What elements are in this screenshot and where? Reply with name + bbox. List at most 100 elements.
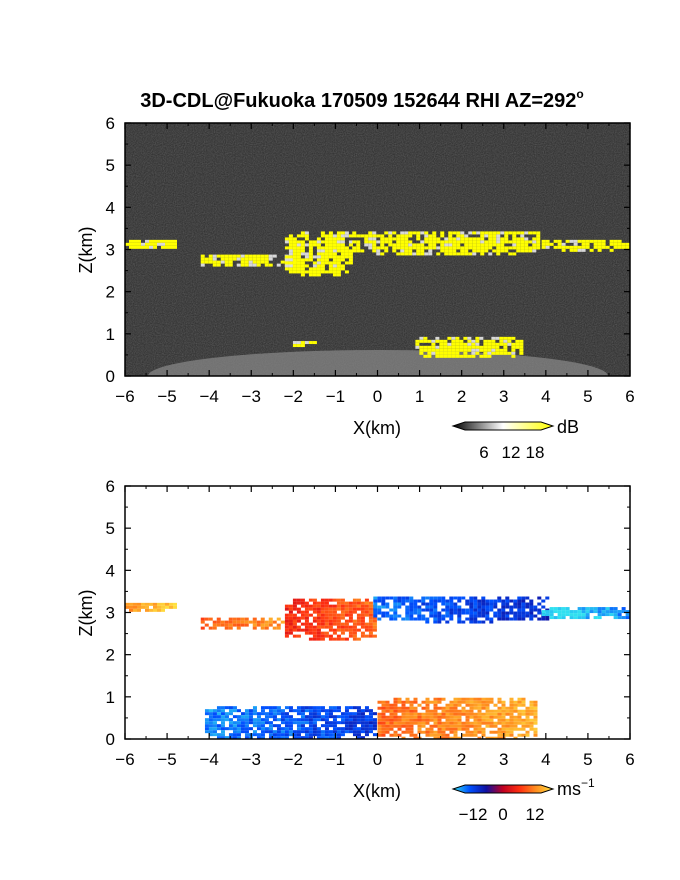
intensity-echo-cell bbox=[577, 245, 582, 249]
velocity-echo-cell bbox=[405, 727, 410, 731]
velocity-echo-cell bbox=[409, 602, 414, 606]
intensity-echo-cell bbox=[468, 231, 473, 235]
velocity-echo-cell bbox=[385, 700, 390, 704]
velocity-echo-cell bbox=[320, 730, 325, 734]
intensity-echo-cell bbox=[344, 255, 349, 259]
velocity-echo-cell bbox=[256, 733, 261, 737]
velocity-echo-cell bbox=[541, 617, 546, 621]
intensity-echo-cell bbox=[492, 243, 497, 247]
intensity-echo-cell bbox=[340, 249, 345, 253]
intensity-echo-cell bbox=[585, 239, 590, 243]
velocity-echo-cell bbox=[541, 613, 546, 617]
intensity-echo-cell bbox=[483, 339, 488, 343]
intensity-echo-cell bbox=[416, 231, 421, 235]
velocity-echo-cell bbox=[385, 727, 390, 731]
velocity-echo-cell bbox=[425, 700, 430, 704]
intensity-echo-cell bbox=[256, 260, 261, 264]
velocity-echo-cell bbox=[481, 700, 486, 704]
velocity-echo-cell bbox=[352, 628, 357, 632]
velocity-echo-cell bbox=[445, 706, 450, 710]
intensity-echo-cell bbox=[296, 243, 301, 247]
velocity-echo-cell bbox=[352, 721, 357, 725]
intensity-echo-cell bbox=[503, 336, 508, 340]
velocity-echo-cell bbox=[457, 703, 462, 707]
velocity-echo-cell bbox=[381, 718, 386, 722]
intensity-echo-cell bbox=[292, 252, 297, 256]
velocity-echo-cell bbox=[389, 709, 394, 713]
velocity-echo-cell bbox=[328, 616, 333, 620]
intensity-echo-cell bbox=[435, 351, 440, 355]
velocity-echo-cell bbox=[264, 715, 269, 719]
velocity-echo-cell bbox=[489, 712, 494, 716]
velocity-echo-cell bbox=[453, 706, 458, 710]
velocity-echo-cell bbox=[381, 614, 386, 618]
velocity-echo-cell bbox=[505, 596, 510, 600]
velocity-echo-cell bbox=[413, 709, 418, 713]
velocity-echo-cell bbox=[220, 733, 225, 737]
intensity-echo-cell bbox=[416, 243, 421, 247]
intensity-echo-cell bbox=[420, 240, 425, 244]
intensity-echo-cell bbox=[336, 267, 341, 271]
intensity-echo-cell bbox=[515, 339, 520, 343]
velocity-echo-cell bbox=[336, 733, 341, 737]
velocity-echo-cell bbox=[153, 602, 157, 606]
velocity-echo-cell bbox=[212, 718, 217, 722]
velocity-echo-cell bbox=[344, 715, 349, 719]
intensity-echo-cell bbox=[288, 270, 293, 274]
velocity-echo-cell bbox=[425, 718, 430, 722]
velocity-echo-cell bbox=[409, 700, 414, 704]
velocity-echo-cell bbox=[385, 611, 390, 615]
velocity-echo-cell bbox=[413, 733, 418, 737]
intensity-echo-cell bbox=[244, 260, 249, 264]
velocity-echo-cell bbox=[453, 718, 458, 722]
intensity-echo-cell bbox=[451, 354, 456, 358]
velocity-echo-cell bbox=[457, 611, 462, 615]
intensity-echo-cell bbox=[467, 354, 472, 358]
intensity-echo-cell bbox=[280, 260, 285, 264]
velocity-echo-cell bbox=[521, 733, 526, 737]
velocity-echo-cell bbox=[609, 610, 614, 614]
velocity-echo-cell bbox=[481, 703, 486, 707]
velocity-echo-cell bbox=[244, 718, 249, 722]
velocity-x-tick-label: −3 bbox=[242, 750, 261, 769]
velocity-echo-cell bbox=[589, 610, 594, 614]
velocity-echo-cell bbox=[453, 721, 458, 725]
velocity-echo-cell bbox=[368, 613, 373, 617]
velocity-echo-cell bbox=[433, 700, 438, 704]
intensity-echo-cell bbox=[316, 237, 321, 241]
velocity-echo-cell bbox=[441, 715, 446, 719]
velocity-echo-cell bbox=[149, 602, 153, 606]
intensity-echo-cell bbox=[380, 246, 385, 250]
velocity-echo-cell bbox=[521, 724, 526, 728]
velocity-echo-cell bbox=[501, 718, 506, 722]
velocity-echo-cell bbox=[129, 608, 133, 612]
velocity-echo-cell bbox=[533, 727, 538, 731]
velocity-echo-cell bbox=[308, 733, 313, 737]
velocity-echo-cell bbox=[469, 608, 474, 612]
velocity-echo-cell bbox=[316, 607, 321, 611]
velocity-echo-cell bbox=[441, 709, 446, 713]
velocity-echo-cell bbox=[429, 727, 434, 731]
intensity-echo-cell bbox=[432, 234, 437, 238]
velocity-echo-cell bbox=[280, 620, 285, 624]
intensity-echo-cell bbox=[451, 348, 456, 352]
velocity-echo-cell bbox=[280, 730, 285, 734]
velocity-echo-cell bbox=[360, 730, 365, 734]
intensity-echo-cell bbox=[320, 264, 325, 268]
velocity-echo-cell bbox=[509, 727, 514, 731]
velocity-echo-cell bbox=[320, 610, 325, 614]
intensity-echo-cell bbox=[300, 344, 305, 348]
intensity-echo-cell bbox=[496, 231, 501, 235]
intensity-x-tick-label: −6 bbox=[115, 387, 134, 406]
velocity-echo-cell bbox=[372, 724, 377, 728]
velocity-echo-cell bbox=[453, 715, 458, 719]
intensity-echo-cell bbox=[503, 339, 508, 343]
velocity-echo-cell bbox=[393, 608, 398, 612]
velocity-echo-cell bbox=[348, 610, 353, 614]
intensity-echo-cell bbox=[536, 237, 541, 241]
intensity-echo-cell bbox=[420, 249, 425, 253]
intensity-echo-cell bbox=[443, 342, 448, 346]
intensity-echo-cell bbox=[455, 345, 460, 349]
intensity-echo-cell bbox=[324, 249, 329, 253]
velocity-echo-cell bbox=[360, 601, 365, 605]
